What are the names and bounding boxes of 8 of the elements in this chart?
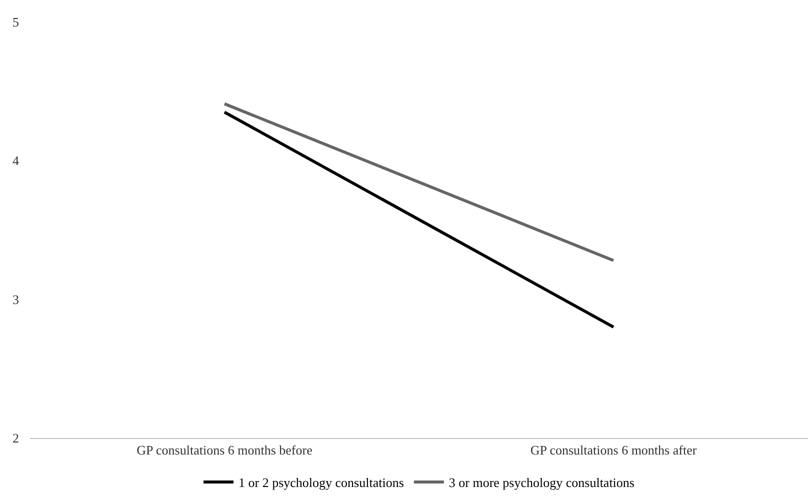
y-tick-label: 5	[12, 14, 19, 30]
legend-label: 3 or more psychology consultations	[448, 475, 634, 490]
x-tick-label: GP consultations 6 months before	[136, 442, 313, 458]
x-tick-label: GP consultations 6 months after	[530, 442, 698, 458]
legend-label: 1 or 2 psychology consultations	[238, 475, 404, 490]
y-tick-label: 2	[12, 430, 19, 446]
y-tick-label: 3	[12, 292, 19, 307]
y-tick-label: 4	[12, 153, 20, 168]
